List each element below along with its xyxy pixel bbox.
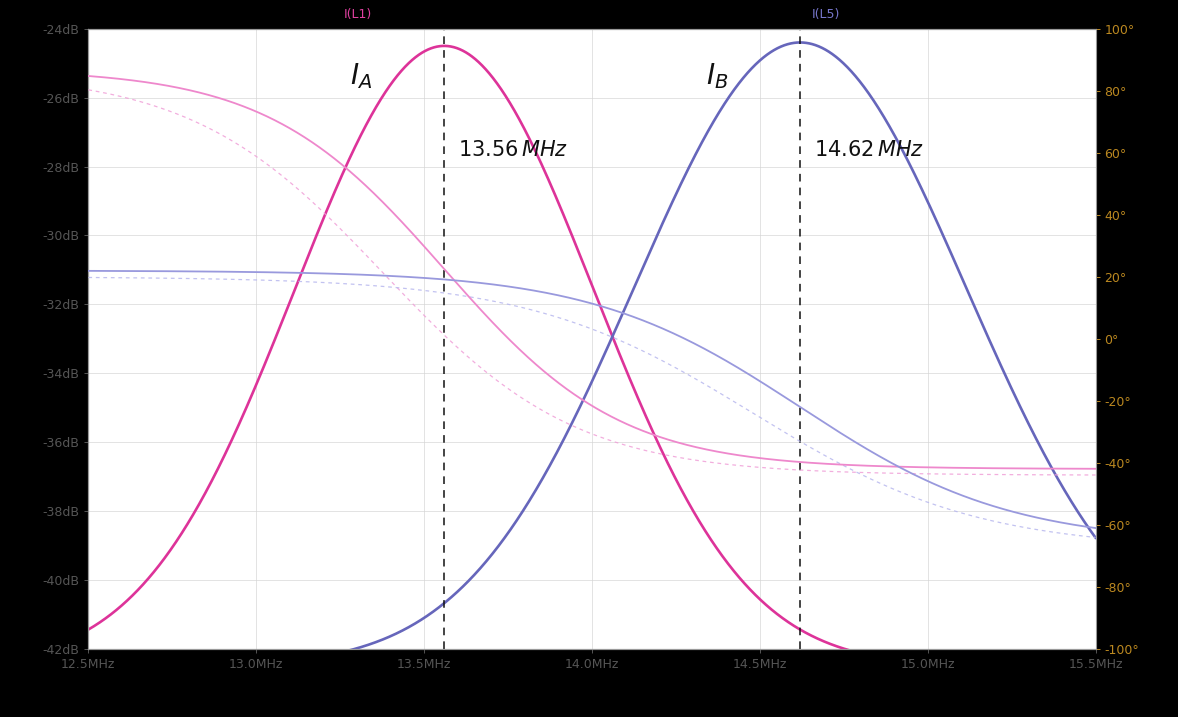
Text: I(L5): I(L5) [812,8,840,21]
Text: I(L1): I(L1) [344,8,372,21]
Text: $I_A$: $I_A$ [350,61,372,90]
Text: $13.56\,MHz$: $13.56\,MHz$ [458,140,568,160]
Text: $I_B$: $I_B$ [706,61,728,90]
Text: $14.62\,MHz$: $14.62\,MHz$ [814,140,924,160]
